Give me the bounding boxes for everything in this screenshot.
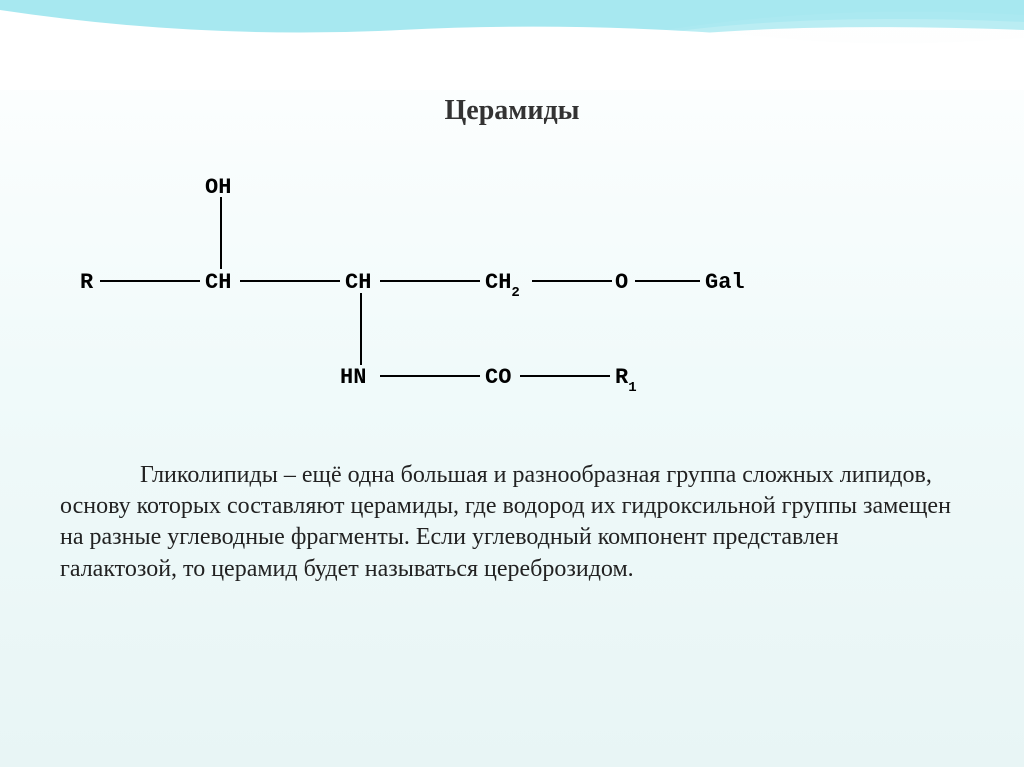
chemical-formula: OH R CH CH CH2 O Gal HN CO R1 xyxy=(60,175,760,405)
bond xyxy=(360,293,362,365)
bond xyxy=(532,280,612,282)
bond xyxy=(100,280,200,282)
bond xyxy=(220,197,222,269)
atom-Gal: Gal xyxy=(705,270,745,295)
slide-title: Церамиды xyxy=(444,95,579,127)
bond xyxy=(240,280,340,282)
atom-R: R xyxy=(80,270,93,295)
atom-CO: CO xyxy=(485,365,511,390)
bond xyxy=(520,375,610,377)
bond xyxy=(380,280,480,282)
atom-R1: R1 xyxy=(615,365,637,393)
bond xyxy=(635,280,700,282)
slide-body-text: Гликолипиды – ещё одна большая и разнооб… xyxy=(60,460,960,585)
atom-OH: OH xyxy=(205,175,231,200)
wave-decoration xyxy=(0,0,1024,90)
atom-CH2b: CH2 xyxy=(485,270,520,298)
bond xyxy=(380,375,480,377)
atom-O: O xyxy=(615,270,628,295)
atom-HN: HN xyxy=(340,365,366,390)
atom-CH1: CH xyxy=(205,270,231,295)
atom-CH2: CH xyxy=(345,270,371,295)
